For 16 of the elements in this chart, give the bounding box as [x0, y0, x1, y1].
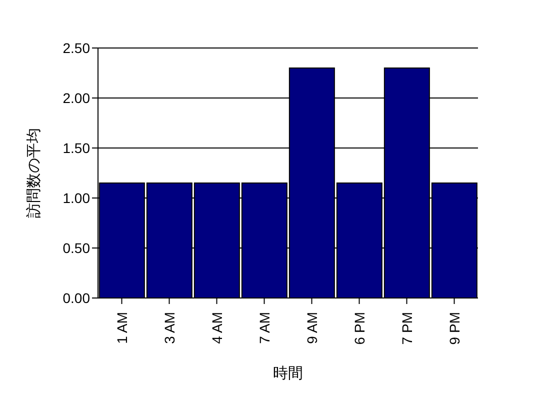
y-tick-label: 2.50 — [62, 40, 90, 56]
x-tick-label: 7 PM — [398, 312, 415, 345]
x-tick-label: 4 AM — [208, 312, 225, 344]
x-axis-title: 時間 — [273, 365, 303, 382]
y-tick-label: 2.00 — [62, 90, 90, 106]
x-tick-label: 6 PM — [351, 312, 368, 345]
y-tick-label: 0.00 — [62, 290, 90, 306]
y-tick-label: 1.50 — [62, 140, 90, 156]
x-tick-label: 7 AM — [256, 312, 272, 344]
y-tick-label: 1.00 — [62, 190, 90, 206]
y-tick-label: 0.50 — [62, 240, 90, 256]
x-tick-label: 1 AM — [114, 312, 130, 344]
y-axis-title: 訪問数の平均 — [25, 128, 42, 218]
x-tick-label: 9 PM — [446, 312, 462, 345]
x-tick-label: 3 AM — [161, 312, 178, 344]
x-tick-label: 9 AM — [304, 312, 320, 344]
